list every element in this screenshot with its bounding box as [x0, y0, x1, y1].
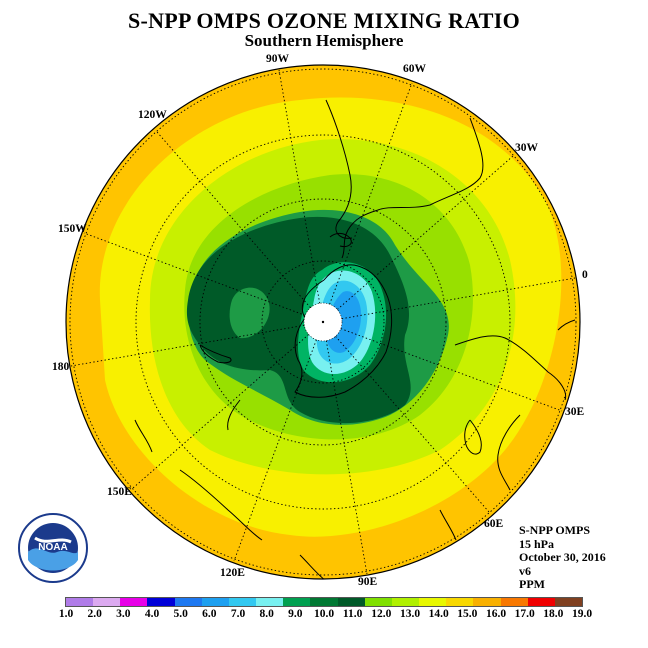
lon-label-90e: 90E — [358, 576, 378, 588]
colorbar-segment — [283, 598, 311, 606]
colorbar-tick-label: 3.0 — [116, 608, 131, 620]
colorbar-ticks: 1.0 2.0 3.0 4.0 5.0 6.0 7.0 8.0 9.0 10.0 11.0 12.0 1… — [0, 608, 648, 624]
colorbar-tick-label: 18.0 — [543, 608, 564, 620]
colorbar-segment — [391, 598, 420, 606]
lon-label-120w: 120W — [138, 109, 167, 121]
colorbar-segment — [500, 598, 528, 606]
colorbar — [65, 597, 583, 607]
colorbar-tick-label: 5.0 — [173, 608, 188, 620]
field-band-11-inner — [229, 287, 270, 339]
colorbar-segment — [201, 598, 229, 606]
colorbar-tick-label: 11.0 — [342, 608, 363, 620]
colorbar-segment — [66, 598, 94, 606]
coastlines — [134, 99, 576, 579]
colorbar-tick-label: 15.0 — [457, 608, 478, 620]
map-boundary — [65, 64, 581, 580]
colorbar-tick-label: 4.0 — [144, 608, 160, 620]
colorbar-tick-label: 19.0 — [571, 608, 593, 620]
info-instrument: S-NPP OMPS — [519, 523, 590, 537]
lon-label-180: 180 — [52, 361, 70, 373]
lon-label-60w: 60W — [403, 63, 427, 75]
map-title: S-NPP OMPS OZONE MIXING RATIO — [127, 8, 521, 33]
colorbar-segment — [364, 598, 392, 606]
colorbar-tick-label: 8.0 — [259, 608, 274, 620]
lon-label-120e: 120E — [220, 567, 245, 579]
colorbar-tick-label: 10.0 — [313, 608, 335, 620]
colorbar-segment — [310, 598, 338, 606]
lon-label-90w: 90W — [266, 53, 290, 65]
info-pressure: 15 hPa — [519, 536, 555, 551]
colorbar-tick-label: 14.0 — [428, 608, 449, 620]
colorbar-tick-label: 9.0 — [288, 608, 303, 620]
noaa-logo-icon: NOAA — [18, 513, 88, 583]
colorbar-segment — [256, 598, 284, 606]
colorbar-tick-label: 2.0 — [87, 608, 102, 620]
colorbar-tick-label: 1.0 — [58, 608, 74, 620]
lon-label-60e: 60E — [484, 518, 504, 530]
lon-label-150e: 150E — [107, 486, 132, 498]
info-date: October 30, 2016 — [519, 550, 606, 564]
graticule — [69, 68, 577, 576]
lon-label-30w: 30W — [515, 142, 539, 154]
lon-label-30e: 30E — [565, 406, 585, 418]
lon-label-0: 0 — [582, 269, 588, 281]
colorbar-segment — [554, 598, 582, 606]
noaa-logo-text: NOAA — [38, 542, 67, 553]
colorbar-segment — [473, 598, 501, 606]
colorbar-tick-label: 7.0 — [230, 608, 246, 620]
info-block: S-NPP OMPS 15 hPa October 30, 2016 v6 PP… — [519, 523, 606, 592]
colorbar-segment — [337, 598, 365, 606]
info-units: PPM — [519, 577, 545, 591]
colorbar-segment — [446, 598, 474, 606]
colorbar-tick-label: 13.0 — [399, 608, 421, 620]
colorbar-segment — [228, 598, 257, 606]
field-band-6 — [326, 291, 362, 353]
lon-label-150w: 150W — [58, 223, 87, 235]
colorbar-tick-label: 17.0 — [514, 608, 535, 620]
south-pole-dot — [321, 320, 325, 324]
colorbar-tick-label: 6.0 — [202, 608, 217, 620]
colorbar-segment — [93, 598, 121, 606]
colorbar-tick-label: 12.0 — [371, 608, 392, 620]
colorbar-segment — [147, 598, 175, 606]
info-version: v6 — [519, 563, 531, 578]
colorbar-segment — [174, 598, 202, 606]
map-subtitle: Southern Hemisphere — [244, 31, 404, 50]
colorbar-segment — [419, 598, 447, 606]
colorbar-segment — [120, 598, 148, 606]
colorbar-segment — [527, 598, 555, 606]
colorbar-tick-label: 16.0 — [485, 608, 507, 620]
